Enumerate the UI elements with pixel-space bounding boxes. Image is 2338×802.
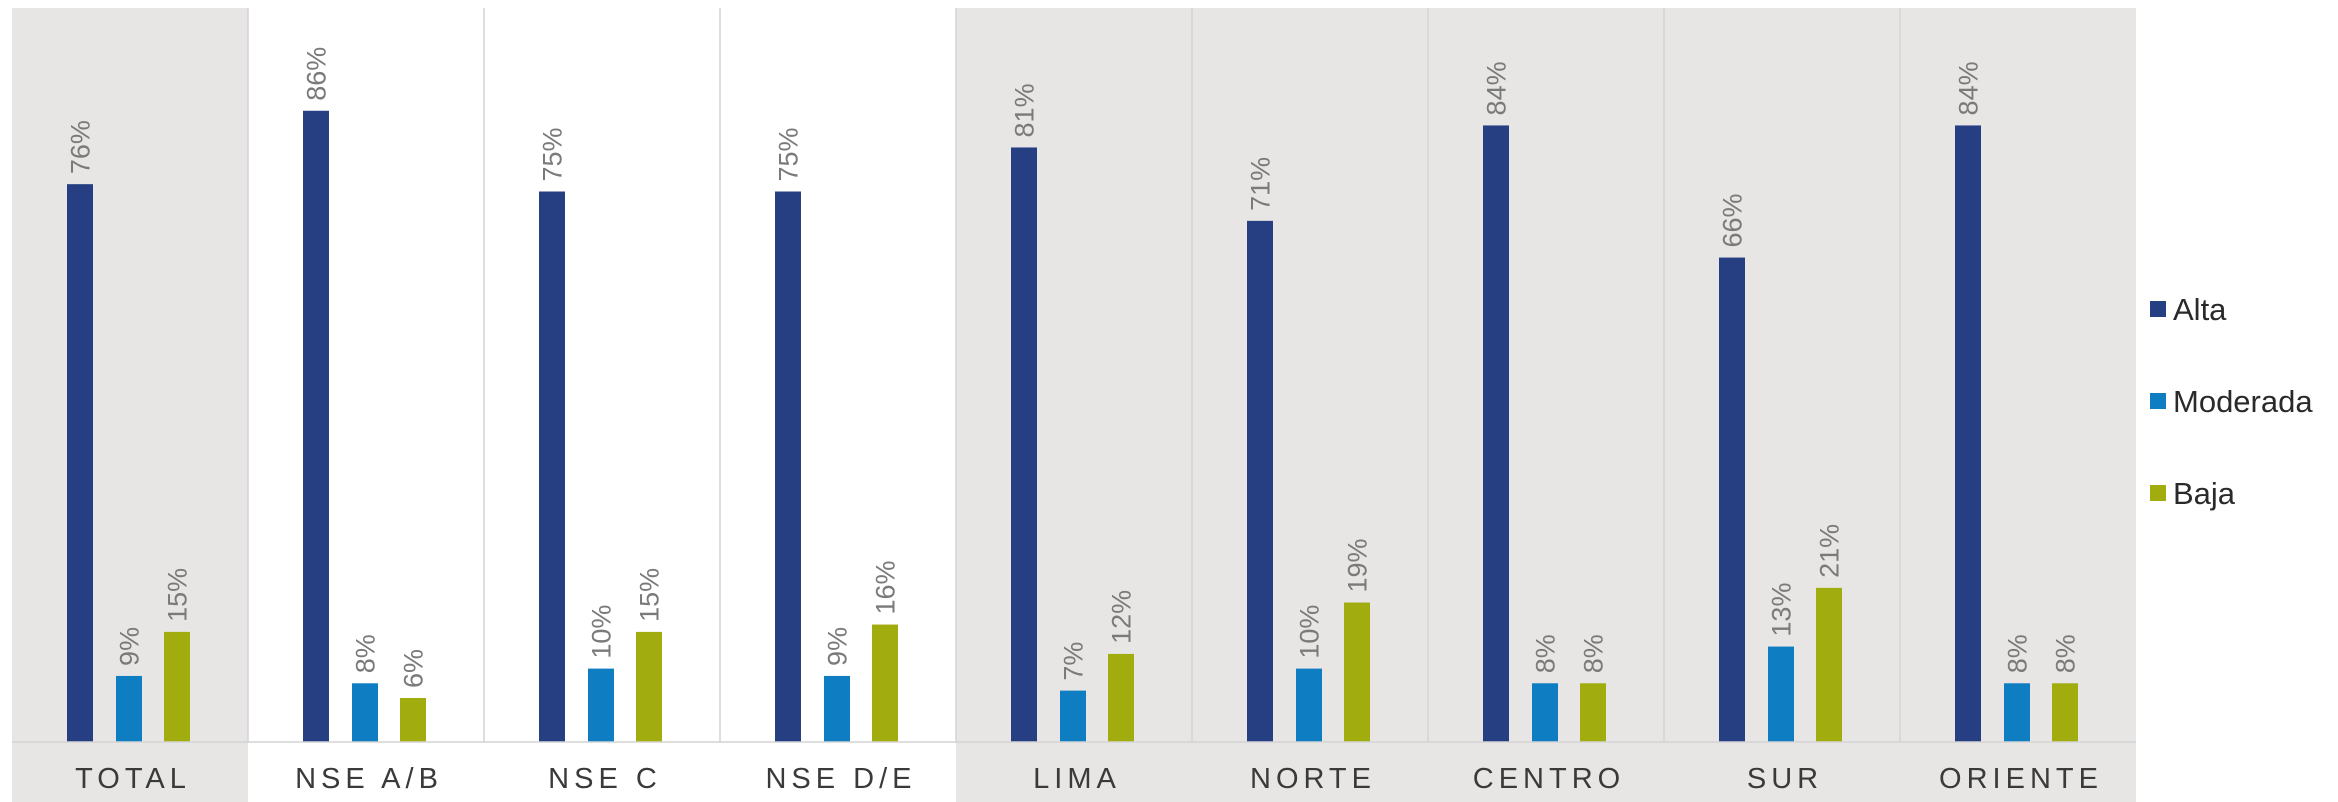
bar-baja-total [164, 631, 190, 742]
data-label: 9% [115, 627, 145, 666]
bar-moderada-norte [1296, 668, 1322, 742]
data-label: 21% [1815, 524, 1845, 578]
bar-baja-nse-d-e [872, 624, 898, 742]
legend-swatch-baja [2150, 485, 2166, 501]
x-tick-label: SUR [1747, 763, 1823, 795]
data-label: 8% [351, 634, 381, 673]
data-label: 86% [302, 47, 332, 101]
x-tick-label: NSE D/E [765, 763, 916, 795]
legend-label-alta: Alta [2173, 292, 2227, 327]
data-label: 7% [1059, 642, 1089, 681]
panel-background-lima [956, 8, 1192, 802]
data-label: 15% [163, 568, 193, 622]
bar-baja-nse-a-b [400, 697, 426, 742]
data-label: 8% [2051, 634, 2081, 673]
data-label: 10% [587, 605, 617, 659]
x-tick-label: LIMA [1033, 763, 1121, 795]
x-tick-label: NSE C [548, 763, 662, 795]
bar-moderada-nse-d-e [824, 675, 850, 742]
bar-alta-lima [1011, 147, 1037, 742]
legend-label-baja: Baja [2173, 476, 2236, 511]
data-label: 10% [1295, 605, 1325, 659]
x-tick-label: NSE A/B [295, 763, 443, 795]
bar-baja-lima [1108, 653, 1134, 742]
data-labels: 76% 86% 75% 75% 81% 71% 84% 66% 84% 9% 8% 10% 9% 7% 10… [66, 47, 2081, 688]
bar-moderada-oriente [2004, 683, 2030, 742]
x-tick-label: TOTAL [75, 763, 191, 795]
bar-moderada-total [116, 675, 142, 742]
bar-moderada-lima [1060, 690, 1086, 742]
bar-moderada-sur [1768, 646, 1794, 742]
bar-alta-sur [1719, 257, 1745, 742]
legend-label-moderada: Moderada [2173, 384, 2313, 419]
bar-alta-oriente [1955, 125, 1981, 742]
data-label: 66% [1718, 194, 1748, 248]
bar-baja-sur [1816, 587, 1842, 742]
data-label: 19% [1343, 538, 1373, 592]
bar-moderada-nse-a-b [352, 683, 378, 742]
x-tick-label: ORIENTE [1939, 763, 2103, 795]
data-label: 8% [1579, 634, 1609, 673]
data-label: 16% [871, 561, 901, 615]
bar-baja-centro [1580, 683, 1606, 742]
legend-swatch-alta [2150, 301, 2166, 317]
panel-background-centro [1428, 8, 1664, 802]
panel-background-oriente [1900, 8, 2136, 802]
data-label: 76% [66, 120, 96, 174]
legend: Alta Moderada Baja [2150, 292, 2313, 511]
data-label: 84% [1482, 61, 1512, 115]
x-tick-label: NORTE [1250, 763, 1376, 795]
x-tick-label: CENTRO [1473, 763, 1625, 795]
data-label: 12% [1107, 590, 1137, 644]
data-label: 6% [399, 649, 429, 688]
bar-alta-nse-d-e [775, 191, 801, 742]
data-label: 75% [774, 127, 804, 181]
bar-moderada-nse-c [588, 668, 614, 742]
bar-alta-nse-a-b [303, 110, 329, 742]
data-label: 84% [1954, 61, 1984, 115]
data-label: 13% [1767, 583, 1797, 637]
bar-alta-total [67, 184, 93, 742]
bar-alta-norte [1247, 220, 1273, 743]
bar-moderada-centro [1532, 683, 1558, 742]
data-label: 71% [1246, 157, 1276, 211]
bar-alta-nse-c [539, 191, 565, 742]
data-label: 9% [823, 627, 853, 666]
bar-baja-oriente [2052, 683, 2078, 742]
bar-alta-centro [1483, 125, 1509, 742]
legend-swatch-moderada [2150, 393, 2166, 409]
bars [67, 110, 2078, 743]
data-label: 75% [538, 127, 568, 181]
data-label: 15% [635, 568, 665, 622]
data-label: 8% [2003, 634, 2033, 673]
bar-baja-norte [1344, 602, 1370, 742]
x-tick-labels: TOTAL NSE A/B NSE C NSE D/E LIMA NORTE CENTRO S… [75, 763, 2103, 795]
bar-baja-nse-c [636, 631, 662, 742]
panel-separators [247, 8, 1901, 742]
panel-background-total [12, 8, 248, 802]
data-label: 8% [1531, 634, 1561, 673]
data-label: 81% [1010, 83, 1040, 137]
